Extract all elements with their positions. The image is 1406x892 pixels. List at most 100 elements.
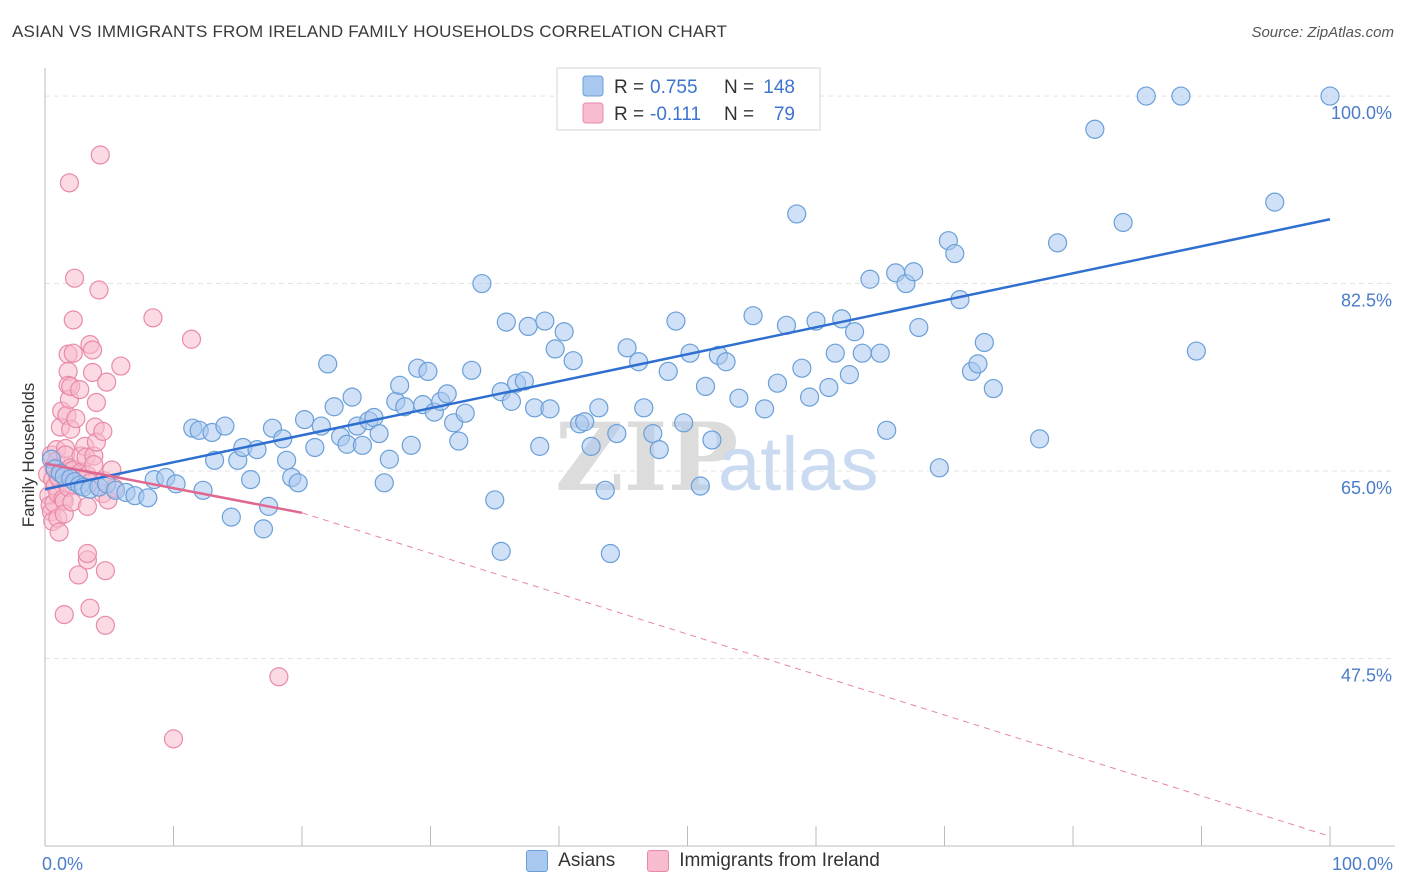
ireland-point [86,392,107,413]
asian-point [600,543,621,564]
y-tick-label: 82.5% [1341,291,1392,311]
asian-point [563,351,583,371]
asian-point [1047,233,1068,253]
ireland-point [97,372,117,392]
legend-swatch-asians [526,850,549,872]
ireland-point [49,522,69,542]
y-tick-label: 47.5% [1341,666,1392,686]
asian-point [485,490,505,510]
legend-item-ireland: Immigrants from Ireland [647,850,880,872]
asian-point [945,243,965,264]
asian-point [581,436,601,456]
ireland-point [54,604,74,625]
asian-point [617,338,637,358]
ireland-point [95,561,115,581]
ireland-point [68,565,89,585]
asian-point [288,473,308,493]
asian-point [138,488,158,508]
asian-point [545,339,565,359]
asian-point [702,430,722,450]
ireland-point [70,380,90,400]
asian-point [530,436,550,456]
stats-n-label: N = [724,104,754,125]
stats-n-value: 79 [774,104,795,125]
asian-point [253,519,274,539]
asian-point [294,410,315,430]
y-axis-label: Family Households [19,383,38,528]
ireland-point [77,496,98,516]
asian-point [595,480,615,500]
asian-point [221,507,241,527]
asian-point [695,376,716,396]
ireland-point [66,408,86,429]
asian-point [767,373,788,393]
asian-point [754,399,775,419]
watermark-atlas: atlas [718,422,879,507]
asian-point [968,354,988,374]
bottom-legend: Asians Immigrants from Ireland [0,850,1406,872]
asian-point [1085,119,1105,139]
stats-legend-swatch-asians [582,75,604,97]
ireland-point [77,543,98,564]
asian-point [787,204,807,224]
asian-point [799,387,820,407]
asian-point [241,470,261,490]
stats-n-label: N = [724,77,754,98]
ireland-point [93,421,113,441]
asian-point [643,423,663,444]
asian-point [674,413,694,433]
source-credit: Source: ZipAtlas.com [1251,24,1394,41]
asian-point [729,388,749,408]
asian-point [501,391,522,411]
gridlines [45,95,1395,660]
asian-point [193,480,213,500]
asian-point [666,311,686,331]
asian-point [792,358,812,378]
asian-point [554,322,574,342]
tick-labels: 47.5% 65.0% 82.5% 100.0% 0.0% 100.0% [42,103,1393,874]
asian-point [825,343,845,363]
asian-point [1265,192,1285,212]
stats-r-value: -0.111 [650,104,701,125]
asian-point [1029,429,1050,449]
legend-label-ireland: Immigrants from Ireland [679,850,880,871]
asian-point [324,397,344,417]
asian-point [462,360,482,380]
ireland-point [82,340,103,360]
stats-r-value: 0.755 [650,77,698,98]
asian-point [974,332,994,353]
asian-point [877,420,897,440]
asian-point [716,352,736,372]
asian-point [535,311,555,331]
asian-point [472,273,492,294]
ireland-point [90,145,110,165]
chart-title: ASIAN VS IMMIGRANTS FROM IRELAND FAMILY … [12,22,728,41]
legend-swatch-ireland [647,850,670,872]
asian-point [215,416,235,436]
ireland-point [80,598,100,618]
asian-point [589,398,609,418]
asian-point [342,387,362,407]
asian-point [929,458,949,478]
asian-point [364,407,384,428]
stats-legend-swatch-ireland [582,102,604,124]
asian-point [449,431,469,451]
asian-point [852,343,872,363]
ireland-point [63,310,83,330]
legend-item-asians: Asians [526,850,615,872]
asian-point [690,476,710,496]
asian-point [276,450,297,470]
ireland-point [64,268,85,288]
asian-point [418,361,438,382]
asian-point [379,449,399,469]
x-tick-label: 0.0% [42,854,83,874]
asian-trendline [44,218,1331,491]
asian-point [1171,86,1191,106]
asian-point [819,377,839,398]
asian-point [455,403,475,423]
asian-point [1113,212,1133,233]
ireland-point [82,362,103,383]
asian-point [518,316,538,337]
legend-label-asians: Asians [558,850,616,871]
